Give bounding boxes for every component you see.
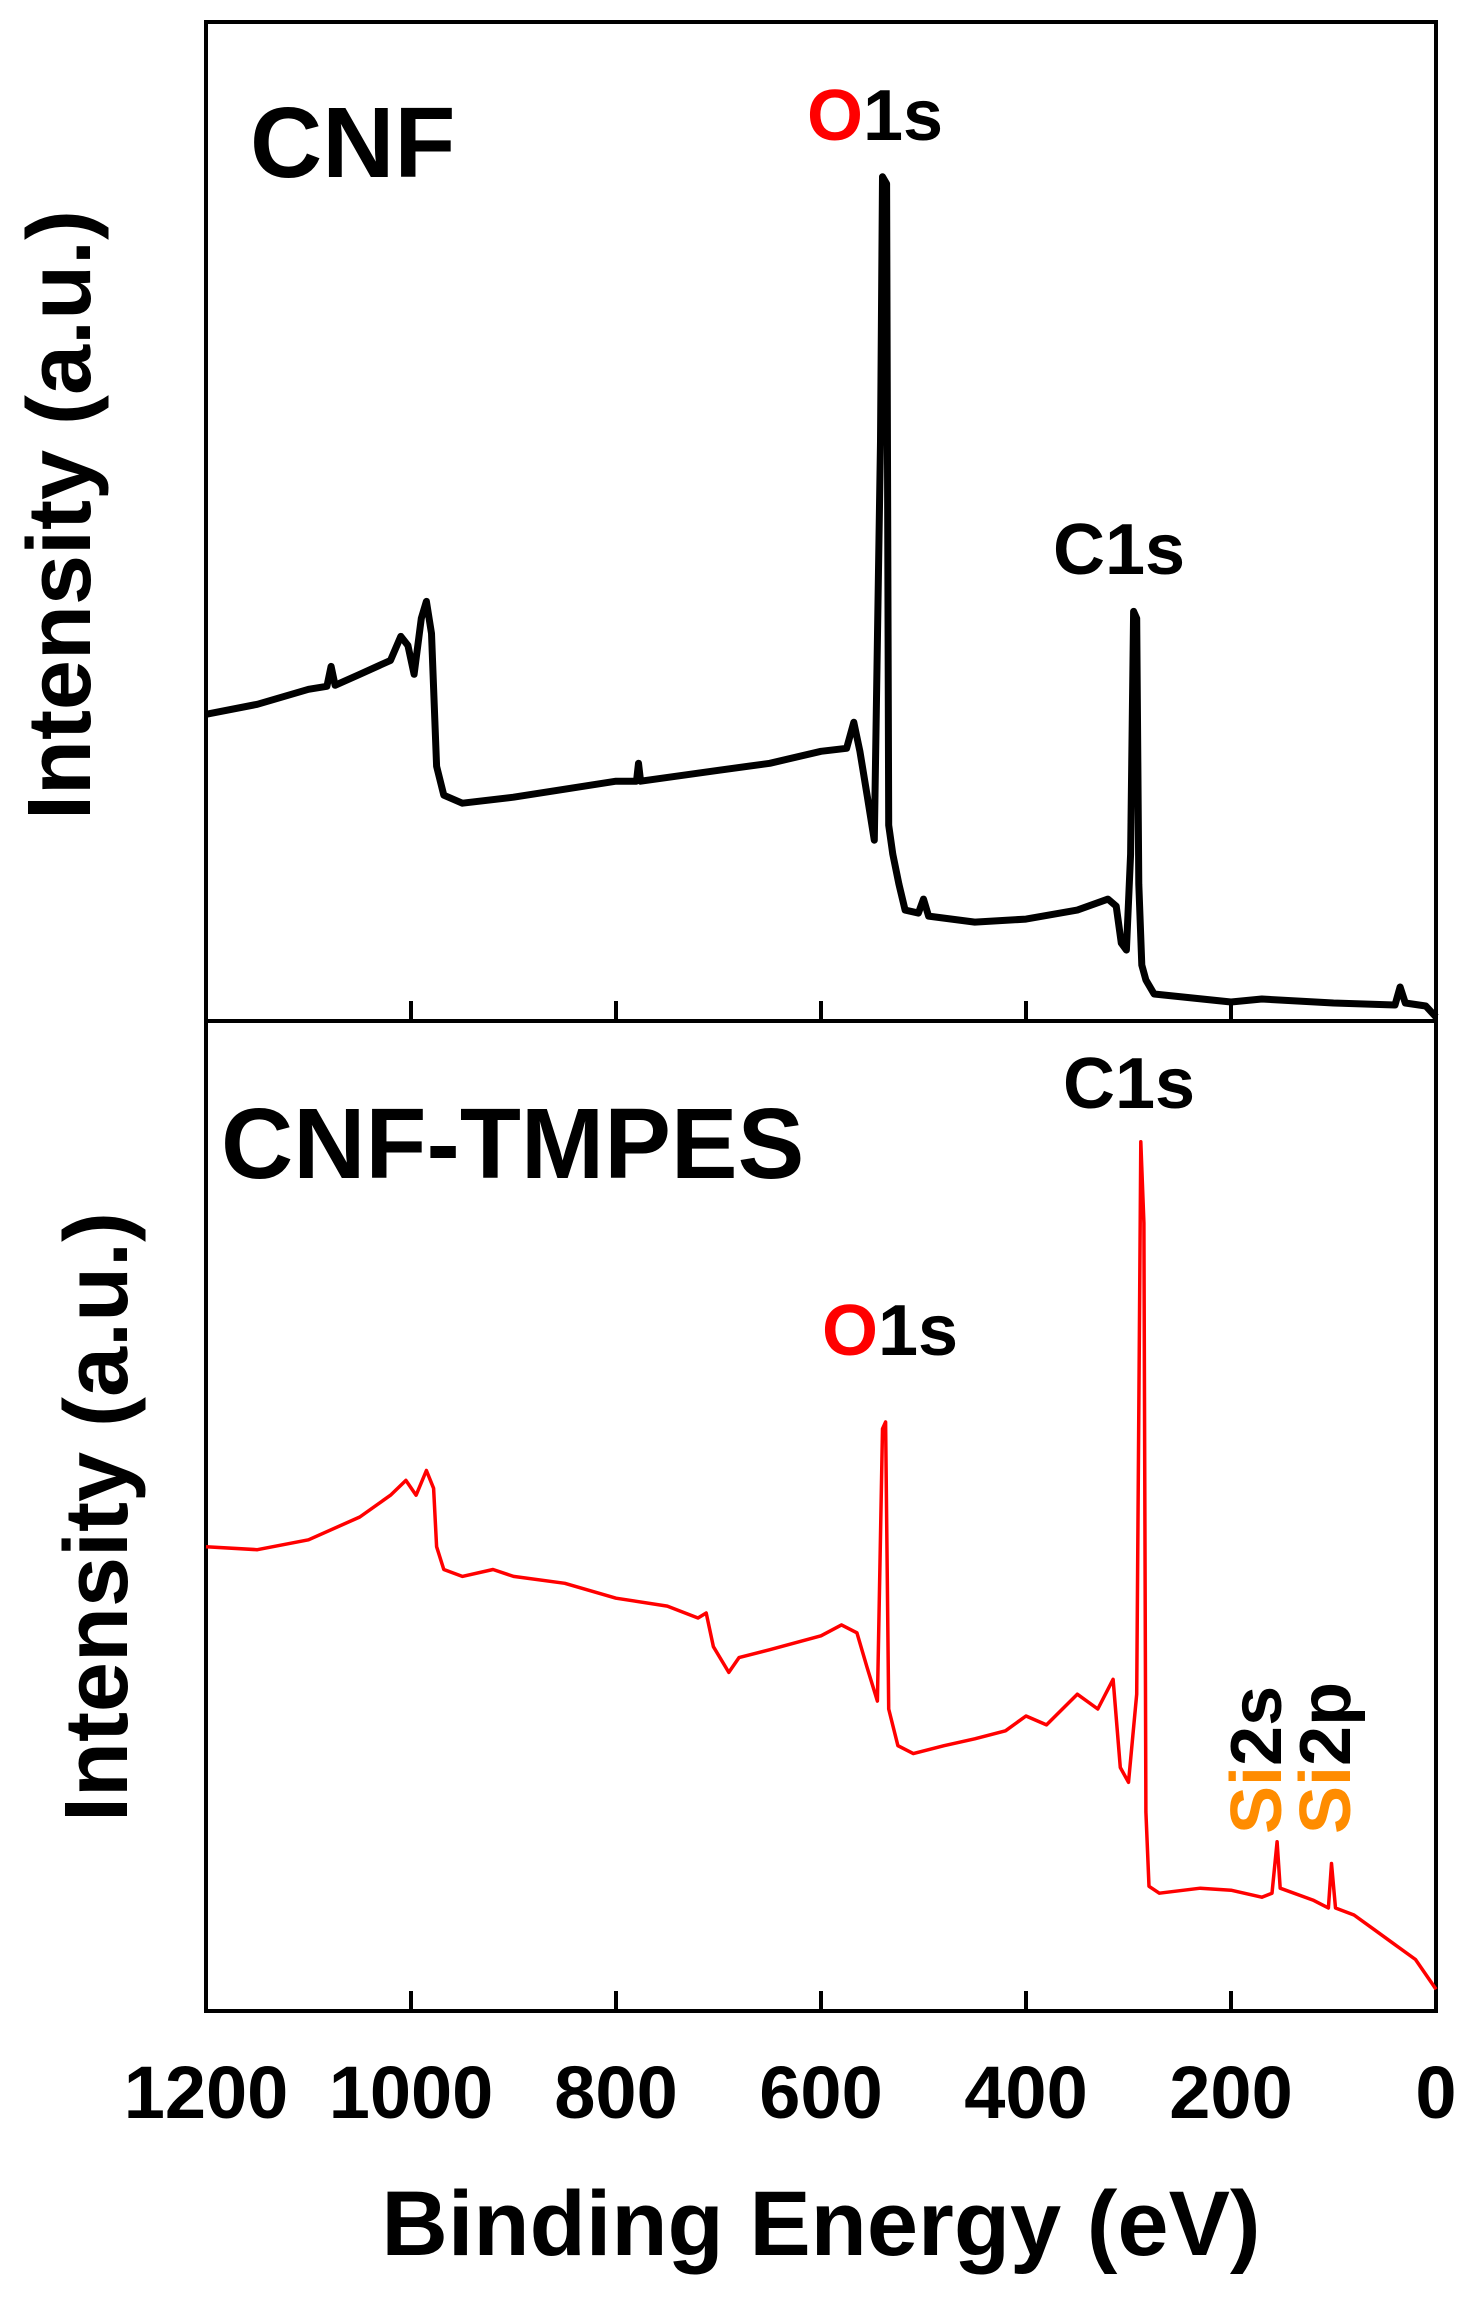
x-tick-label: 600 xyxy=(759,2051,882,2134)
y-axis-label: Intensity (a.u.) xyxy=(47,1212,147,1822)
peak-label-part: O xyxy=(822,1291,878,1371)
x-tick-label: 400 xyxy=(964,2051,1087,2134)
peak-label: O1s xyxy=(807,76,943,156)
spectrum-line xyxy=(205,1140,1438,1991)
peak-label-part: Si xyxy=(1286,1766,1366,1834)
peak-label: O1s xyxy=(822,1291,958,1371)
peak-label-part: O xyxy=(807,76,863,156)
peak-label-part: 1s xyxy=(878,1291,958,1371)
peak-label-part: Si xyxy=(1217,1766,1297,1834)
x-tick-label: 1000 xyxy=(329,2051,494,2134)
peak-label-part: C1s xyxy=(1063,1044,1195,1124)
peak-label-part: 1s xyxy=(863,76,943,156)
peak-label-part: C1s xyxy=(1053,510,1185,590)
peak-label-part: 2s xyxy=(1217,1686,1297,1766)
x-tick-label: 800 xyxy=(554,2051,677,2134)
peak-label-part: 2p xyxy=(1286,1682,1366,1766)
x-tick-label: 200 xyxy=(1169,2051,1292,2134)
x-tick-label: 1200 xyxy=(124,2051,289,2134)
x-axis-label: Binding Energy (eV) xyxy=(381,2173,1260,2275)
panel-title: CNF-TMPES xyxy=(221,1088,804,1200)
spectrum-line xyxy=(205,173,1439,1020)
peak-label: Si2s xyxy=(1217,1686,1297,1834)
panel-title: CNF xyxy=(250,87,456,199)
x-tick-label: 0 xyxy=(1415,2051,1456,2134)
y-axis-label: Intensity (a.u.) xyxy=(10,210,110,820)
peak-label: C1s xyxy=(1063,1044,1195,1124)
peak-label: C1s xyxy=(1053,510,1185,590)
peak-label: Si2p xyxy=(1286,1682,1366,1834)
